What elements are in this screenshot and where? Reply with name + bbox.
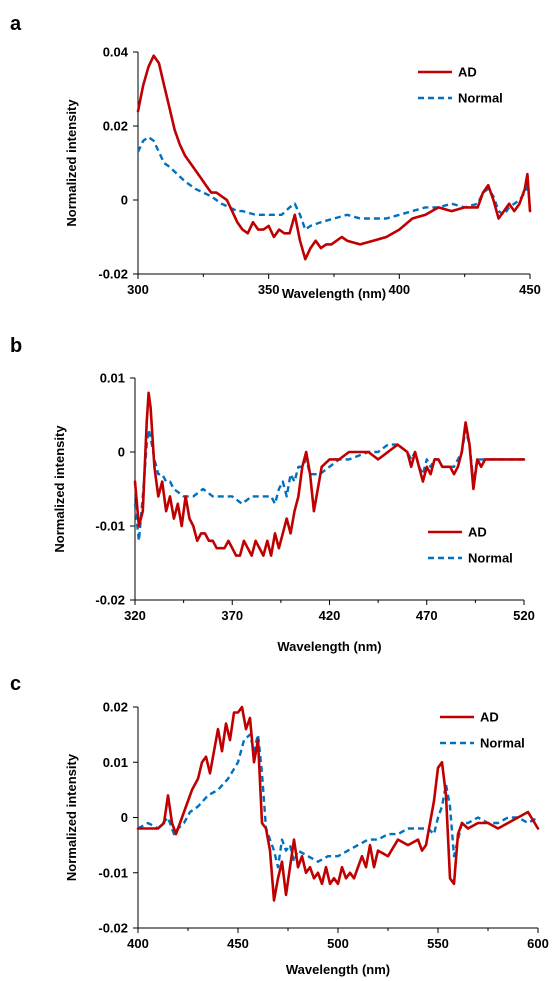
y-tick-label: 0: [121, 193, 128, 208]
series-line-ad: [136, 54, 532, 261]
y-axis-title: Normalized intensity: [64, 753, 79, 881]
y-tick-label: 0.04: [103, 45, 129, 60]
series-line-ad: [133, 391, 526, 557]
series-line-normal: [136, 135, 532, 231]
x-axis-title: Wavelength (nm): [282, 286, 386, 301]
y-tick-label: -0.02: [95, 593, 125, 608]
x-tick-label: 450: [227, 936, 249, 951]
y-tick-label: 0.02: [103, 119, 128, 134]
chart-panel-a: a -0.02 0 0.02 0.04 300 350 400 450 Wavelength (n…: [10, 13, 541, 301]
y-tick-label: -0.02: [98, 921, 128, 936]
x-tick-label: 450: [519, 282, 541, 297]
x-tick-label: 370: [221, 608, 243, 623]
panel-label: c: [10, 673, 21, 695]
x-tick-label: 400: [127, 936, 149, 951]
y-tick-label: 0.02: [103, 700, 128, 715]
x-tick-label: 600: [527, 936, 549, 951]
legend-label-ad: AD: [458, 65, 477, 80]
x-tick-label: 520: [513, 608, 535, 623]
y-tick-label: -0.02: [98, 267, 128, 282]
x-tick-label: 300: [127, 282, 149, 297]
chart-panel-b: b -0.02 -0.01 0 0.01 320 370 420 470 520 Wavelengt…: [10, 335, 535, 654]
y-tick-label: -0.01: [98, 865, 128, 880]
y-tick-label: 0.01: [100, 371, 125, 386]
y-axis-title: Normalized intensity: [64, 99, 79, 227]
y-tick-label: 0.01: [103, 755, 128, 770]
chart-panel-c: c -0.02 -0.01 0 0.01 0.02 400 450 500 550 600 Wavel…: [10, 673, 549, 977]
x-tick-label: 320: [124, 608, 146, 623]
panel-label: b: [10, 335, 22, 357]
x-tick-label: 350: [258, 282, 280, 297]
series-line-normal: [137, 733, 539, 869]
y-tick-label: 0: [118, 445, 125, 460]
series-line-ad: [136, 705, 540, 902]
panel-label: a: [10, 13, 22, 35]
legend: AD Normal: [428, 525, 513, 566]
y-axis-title: Normalized intensity: [52, 425, 67, 553]
legend-label-normal: Normal: [458, 91, 503, 106]
y-tick-label: 0: [121, 810, 128, 825]
y-tick-label: -0.01: [95, 519, 125, 534]
legend: AD Normal: [440, 710, 525, 751]
legend-label-ad: AD: [468, 525, 487, 540]
x-tick-label: 470: [416, 608, 438, 623]
x-tick-label: 420: [319, 608, 341, 623]
legend-label-normal: Normal: [468, 551, 513, 566]
x-tick-label: 400: [388, 282, 410, 297]
x-axis-title: Wavelength (nm): [277, 639, 381, 654]
legend-label-normal: Normal: [480, 736, 525, 751]
x-tick-label: 500: [327, 936, 349, 951]
x-tick-label: 550: [427, 936, 449, 951]
legend-label-ad: AD: [480, 710, 499, 725]
legend: AD Normal: [418, 65, 503, 106]
x-axis-title: Wavelength (nm): [286, 962, 390, 977]
